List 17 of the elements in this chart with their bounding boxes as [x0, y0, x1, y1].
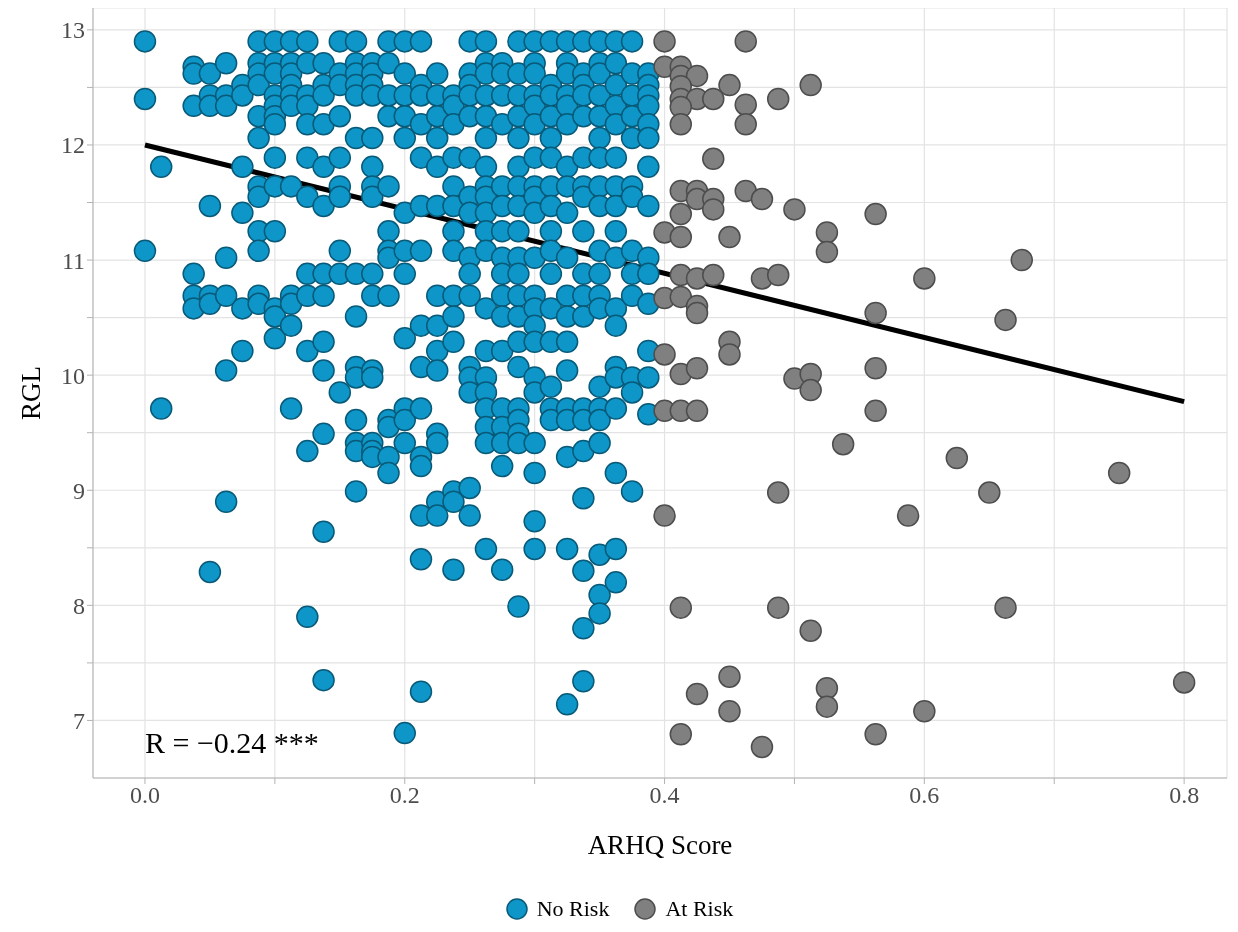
y-tick-label: 10	[61, 362, 85, 389]
y-axis-title: RGL	[15, 366, 46, 420]
x-tick-label: 0.0	[129, 782, 160, 809]
x-tick-label: 0.2	[389, 782, 420, 809]
y-tick-label: 12	[61, 132, 85, 159]
x-tick-label: 0.6	[909, 782, 940, 809]
annotation: R = −0.24 ***	[145, 726, 319, 760]
y-tick-label: 7	[73, 707, 85, 734]
y-tick-label: 9	[73, 477, 85, 504]
legend-label: At Risk	[665, 896, 734, 922]
x-axis-title: ARHQ Score	[587, 830, 733, 860]
y-tick-label: 11	[61, 247, 85, 274]
y-tick-label: 8	[73, 592, 85, 619]
x-tick-label: 0.8	[1169, 782, 1200, 809]
legend-label: No Risk	[536, 896, 610, 922]
x-tick-label: 0.4	[649, 782, 680, 809]
y-tick-label: 13	[61, 17, 85, 44]
